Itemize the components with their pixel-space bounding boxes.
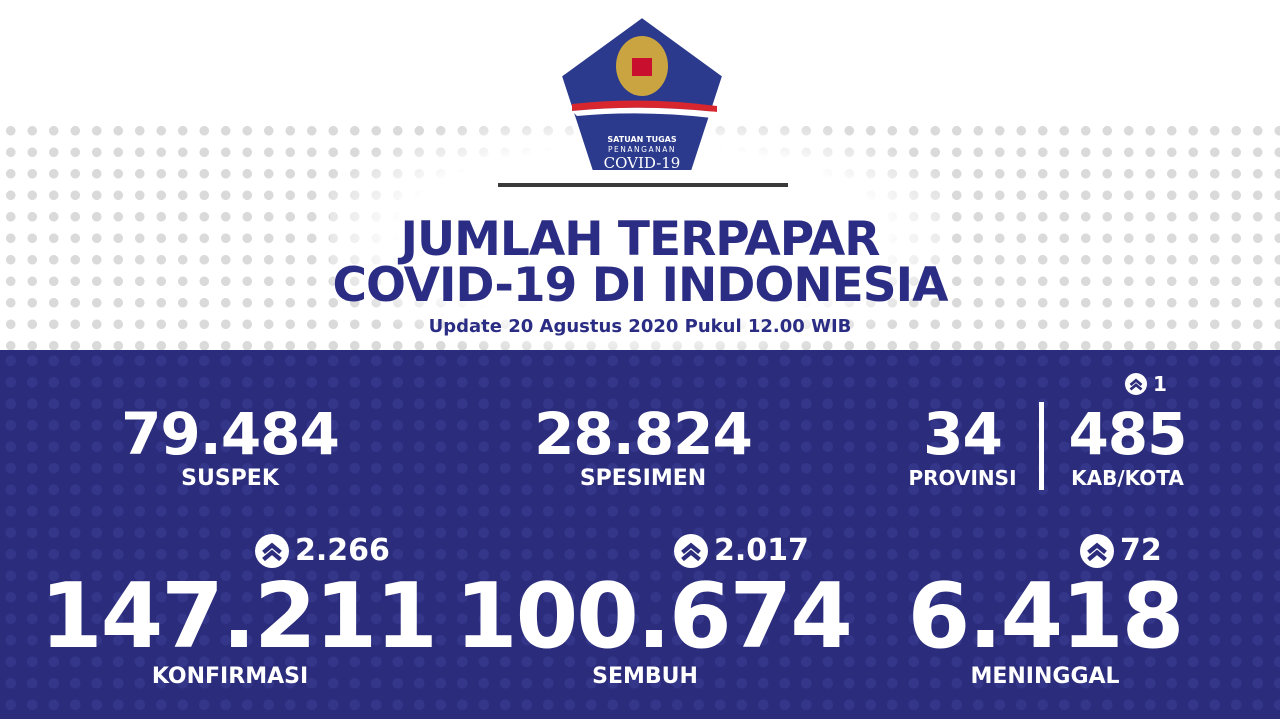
svg-text:SATUAN TUGAS: SATUAN TUGAS: [607, 135, 676, 144]
meninggal-label: MENINGGAL: [970, 664, 1120, 689]
stat-kabkota: 485 KAB/KOTA: [1055, 405, 1200, 488]
konfirmasi-delta: 2.266: [255, 533, 390, 568]
meninggal-delta-value: 72: [1120, 533, 1162, 568]
kabkota-delta-value: 1: [1153, 372, 1167, 396]
suspek-label: SUSPEK: [181, 466, 279, 491]
suspek-value: 79.484: [121, 400, 340, 468]
stat-konfirmasi: 147.211 KONFIRMASI: [40, 564, 438, 689]
konfirmasi-label: KONFIRMASI: [151, 664, 309, 689]
chevron-up-icon: [674, 533, 708, 568]
sembuh-label: SEMBUH: [592, 664, 698, 689]
kabkota-label: KAB/KOTA: [1071, 466, 1184, 490]
stat-provinsi: 34 PROVINSI: [895, 405, 1030, 488]
svg-text:COVID-19: COVID-19: [604, 154, 681, 172]
stat-meninggal: 6.418 MENINGGAL: [895, 572, 1195, 688]
meninggal-value: 6.418: [907, 564, 1185, 669]
provinsi-value: 34: [923, 400, 1003, 468]
header-divider: [498, 183, 788, 187]
svg-text:PENANGANAN: PENANGANAN: [608, 145, 676, 154]
sembuh-delta: 2.017: [674, 533, 809, 568]
konfirmasi-value: 147.211: [40, 564, 438, 669]
sembuh-delta-value: 2.017: [714, 533, 809, 568]
divider: [1039, 402, 1044, 490]
konfirmasi-delta-value: 2.266: [295, 533, 390, 568]
update-timestamp: Update 20 Agustus 2020 Pukul 12.00 WIB: [428, 316, 852, 337]
stat-sembuh: 100.674 SEMBUH: [455, 564, 853, 689]
spesimen-value: 28.824: [534, 400, 753, 468]
chevron-up-icon: [1125, 373, 1147, 395]
meninggal-delta: 72: [1080, 533, 1162, 568]
kabkota-delta: 1: [1125, 372, 1167, 396]
satgas-covid19-logo: SATUAN TUGAS PENANGANAN COVID-19: [555, 11, 729, 176]
provinsi-label: PROVINSI: [908, 466, 1017, 490]
chevron-up-icon: [255, 533, 289, 568]
title-line1: JUMLAH TERPAPAR: [400, 212, 880, 267]
kabkota-value: 485: [1068, 400, 1187, 468]
stat-suspek: 79.484 SUSPEK: [100, 405, 360, 490]
spesimen-label: SPESIMEN: [579, 466, 707, 491]
chevron-up-icon: [1080, 533, 1114, 568]
title-line2: COVID-19 DI INDONESIA: [332, 258, 948, 313]
stats-panel: [0, 350, 1280, 719]
sembuh-value: 100.674: [455, 564, 853, 669]
stat-spesimen: 28.824 SPESIMEN: [513, 405, 773, 490]
